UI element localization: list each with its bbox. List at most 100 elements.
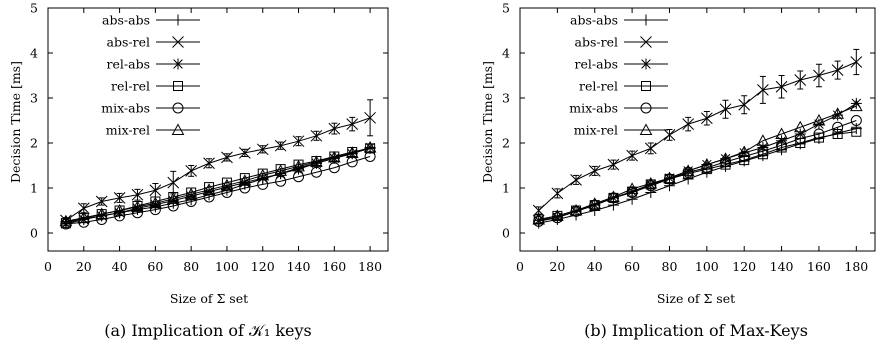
data-point-mix-rel (292, 159, 305, 172)
data-point-mix-rel (327, 150, 341, 163)
data-point-abs-rel (626, 149, 638, 162)
data-point-abs-rel-stroke (570, 174, 582, 186)
data-point-mix-abs-shape (328, 162, 340, 174)
x-tick-label: 100 (215, 259, 239, 274)
data-point-rel-rel (851, 126, 862, 137)
data-point-mix-rel-shape (149, 196, 162, 209)
data-point-abs-rel-stroke (794, 74, 807, 86)
data-point-abs-rel (700, 112, 713, 125)
x-tick-label: 40 (112, 259, 128, 274)
data-point-abs-rel (588, 165, 601, 177)
data-point-abs-rel-stroke (149, 184, 162, 197)
data-point-mix-rel-shape (77, 211, 91, 223)
data-point-mix-abs-shape (221, 187, 233, 198)
data-point-abs-rel-stroke (95, 195, 108, 208)
legend-marker-mix-abs (172, 102, 184, 114)
data-point-abs-rel (328, 122, 341, 135)
legend-marker-rel-abs (172, 58, 184, 70)
data-point-abs-rel (607, 158, 620, 171)
data-point-abs-rel-stroke (328, 122, 341, 135)
data-point-abs-rel (364, 111, 376, 124)
data-point-abs-rel (149, 184, 162, 197)
legend-marker-abs-rel (172, 36, 184, 48)
x-axis-label: Size of Σ set (657, 291, 735, 306)
data-point-mix-rel (532, 212, 546, 225)
legend-marker-mix-abs-shape (640, 102, 652, 114)
data-point-mix-rel-shape (345, 146, 359, 158)
data-point-mix-rel (663, 171, 676, 184)
legend-label: rel-rel (579, 79, 618, 94)
data-point-abs-rel (719, 103, 732, 116)
y-tick-label: 0 (30, 226, 38, 241)
data-point-mix-rel (812, 113, 826, 126)
data-point-mix-abs (570, 205, 582, 217)
legend-marker-rel-abs-stroke (641, 59, 651, 69)
data-point-abs-rel-stroke (551, 187, 564, 200)
data-point-mix-abs-shape (275, 175, 287, 187)
data-point-abs-rel (663, 129, 676, 141)
data-point-abs-rel-stroke (274, 139, 287, 152)
data-point-mix-abs (167, 200, 179, 212)
data-point-mix-rel-shape (644, 176, 658, 189)
data-point-abs-rel (850, 56, 863, 68)
chart-panel-a: Decision Time [ms] Size of Σ set (a) Imp… (8, 1, 389, 340)
legend-label: abs-abs (570, 13, 618, 28)
data-point-mix-abs-shape (293, 171, 305, 183)
data-point-mix-abs-shape (607, 192, 619, 204)
plot-frame (47, 7, 389, 252)
y-tick-label: 4 (502, 46, 510, 61)
data-point-mix-rel-shape (59, 214, 73, 227)
data-point-abs-rel-stroke (256, 143, 269, 156)
data-point-mix-rel (363, 140, 377, 153)
legend-marker-rel-abs-stroke (173, 59, 183, 69)
data-point-abs-rel (831, 64, 844, 76)
data-point-mix-abs-shape (757, 145, 769, 157)
data-point-abs-rel-stroke (719, 103, 732, 116)
data-point-mix-rel-shape (737, 145, 751, 157)
legend-marker-mix-abs (640, 102, 652, 114)
chart-panel-b: Decision Time [ms] Size of Σ set (b) Imp… (480, 1, 876, 340)
data-point-mix-rel (775, 127, 788, 139)
data-point-mix-rel (737, 145, 751, 157)
data-point-mix-abs (310, 166, 322, 178)
data-point-mix-abs (293, 171, 305, 183)
data-point-mix-rel-shape (363, 140, 377, 153)
x-axis-label: Size of Σ set (170, 291, 248, 306)
data-point-mix-rel (59, 214, 73, 227)
x-tick-label: 20 (76, 259, 92, 274)
data-point-mix-abs (757, 145, 769, 157)
data-point-mix-abs-shape (663, 173, 675, 185)
data-point-rel-rel (739, 155, 750, 166)
data-point-abs-rel (131, 188, 144, 201)
data-point-mix-rel (849, 99, 863, 112)
data-point-abs-rel (221, 151, 233, 164)
series-line-mix-abs (65, 156, 371, 225)
data-point-abs-rel (532, 204, 545, 217)
data-point-rel-rel-shape (832, 129, 843, 139)
data-point-abs-rel-stroke (757, 84, 769, 96)
data-point-mix-rel-shape (607, 190, 620, 202)
data-point-mix-abs-shape (832, 121, 844, 133)
data-point-mix-rel (719, 152, 732, 164)
legend-marker-mix-rel (639, 123, 653, 135)
data-point-mix-rel-shape (238, 174, 252, 186)
x-tick-label: 160 (807, 259, 831, 274)
data-point-abs-rel (203, 157, 215, 170)
data-point-mix-rel-shape (274, 164, 287, 176)
data-point-mix-abs-shape (131, 207, 143, 219)
data-point-mix-rel-shape (625, 182, 639, 194)
legend-marker-mix-rel-shape (639, 123, 653, 135)
data-point-abs-rel (238, 147, 251, 159)
legend-marker-abs-abs (172, 14, 184, 26)
data-point-mix-rel (681, 164, 695, 176)
legend-label: abs-rel (107, 35, 150, 50)
data-point-mix-rel (551, 209, 564, 221)
data-point-abs-rel-stroke (663, 129, 676, 141)
data-point-mix-rel-shape (588, 197, 602, 209)
data-point-mix-abs (328, 162, 340, 174)
legend-label: abs-abs (102, 13, 150, 28)
legend-label: mix-rel (106, 123, 150, 138)
data-point-mix-rel-shape (256, 168, 270, 181)
data-point-mix-rel (793, 120, 807, 133)
data-point-mix-abs (185, 196, 197, 207)
